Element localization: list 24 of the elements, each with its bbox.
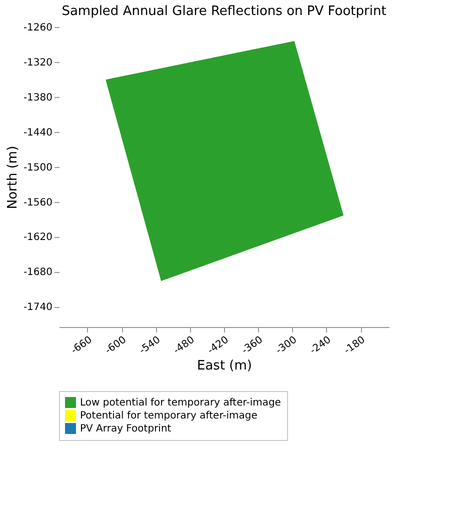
y-tick-label: -1740 — [23, 302, 52, 314]
chart-title: Sampled Annual Glare Reflections on PV Footprint — [62, 4, 386, 19]
y-tick-label: -1620 — [23, 232, 52, 244]
legend-label: PV Array Footprint — [80, 424, 172, 434]
legend-label: Potential for temporary after-image — [80, 410, 258, 422]
y-tick-label: -1500 — [23, 162, 52, 174]
x-tick-label: -660 — [69, 334, 94, 357]
y-tick-label: -1380 — [23, 92, 52, 104]
x-tick-label: -360 — [240, 334, 265, 357]
x-axis-title: East (m) — [197, 358, 252, 374]
x-tick-label: -420 — [206, 334, 231, 357]
y-tick-label: -1440 — [23, 127, 52, 138]
y-tick-label: -1680 — [23, 267, 52, 278]
x-tick-label: -300 — [274, 334, 300, 357]
x-tick-label: -600 — [103, 334, 128, 357]
x-tick-label: -540 — [138, 334, 163, 357]
x-tick-label: -240 — [308, 334, 334, 357]
y-axis-title: North (m) — [5, 146, 20, 210]
legend-label: Low potential for temporary after-image — [80, 398, 281, 408]
y-tick-label: -1260 — [23, 22, 52, 34]
y-tick-label: -1560 — [23, 197, 52, 208]
x-tick-label: -180 — [342, 334, 368, 357]
x-tick-label: -480 — [172, 334, 197, 357]
y-tick-label: -1320 — [23, 57, 52, 68]
